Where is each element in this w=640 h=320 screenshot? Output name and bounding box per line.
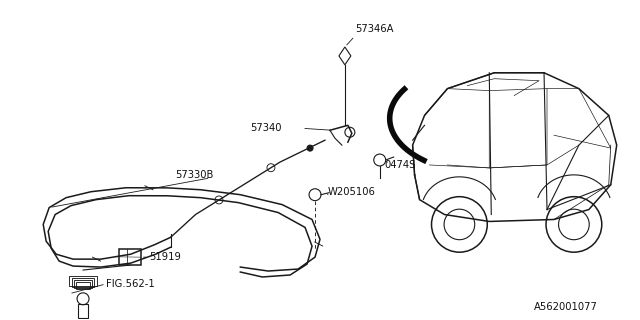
Text: 57346A: 57346A (355, 24, 394, 34)
Text: FIG.562-1: FIG.562-1 (106, 279, 155, 289)
Bar (76, 283, 90, 289)
Bar (78, 304, 88, 318)
Circle shape (307, 145, 313, 151)
Text: 0474S: 0474S (385, 160, 416, 170)
Text: 57330B: 57330B (175, 170, 214, 180)
Bar (119, 249, 141, 265)
Bar (72, 278, 94, 287)
Text: 57340: 57340 (250, 123, 282, 133)
Text: 51919: 51919 (148, 252, 180, 262)
Text: W205106: W205106 (328, 187, 376, 197)
Bar (74, 280, 92, 288)
Text: A562001077: A562001077 (534, 302, 598, 312)
Bar (69, 276, 97, 286)
